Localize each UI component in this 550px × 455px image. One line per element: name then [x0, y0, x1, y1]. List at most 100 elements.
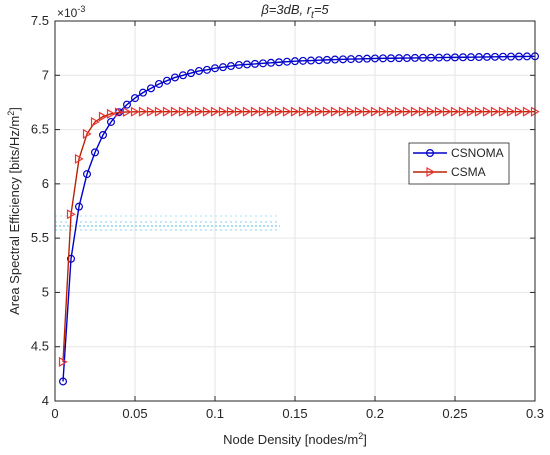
point-csnoma [243, 60, 252, 69]
point-csma [354, 106, 364, 117]
point-csnoma [347, 55, 356, 64]
point-csnoma [122, 100, 131, 109]
x-tick-label: 0.15 [282, 406, 307, 421]
point-csnoma [427, 53, 436, 62]
point-csnoma [514, 52, 523, 61]
point-csma [330, 106, 340, 117]
point-csma [194, 106, 204, 117]
point-csnoma [98, 131, 107, 140]
point-csma [402, 106, 412, 117]
y-tick-label: 4.5 [31, 339, 49, 354]
x-tick-label: 0 [51, 406, 58, 421]
point-csnoma [387, 54, 396, 63]
x-tick-label: 0.05 [122, 406, 147, 421]
point-csnoma [467, 53, 476, 62]
y-tick-label: 7 [42, 67, 49, 82]
point-csma [250, 106, 260, 117]
point-csnoma [203, 65, 212, 74]
point-csnoma [411, 53, 420, 62]
point-csnoma [66, 254, 75, 263]
point-csnoma [147, 84, 156, 93]
point-csma [258, 106, 268, 117]
y-axis: 4 4.5 5 5.5 6 6.5 7 7.5 [31, 13, 535, 408]
point-csma [482, 106, 492, 117]
point-csma [74, 153, 84, 164]
point-csnoma [315, 56, 324, 65]
point-csnoma [139, 88, 148, 97]
background-artifact [55, 215, 280, 231]
point-csma [290, 106, 300, 117]
point-csnoma [251, 59, 260, 68]
point-csnoma [363, 54, 372, 63]
legend-label-csnoma: CSNOMA [451, 146, 504, 160]
point-csma [450, 106, 460, 117]
point-csma [298, 106, 308, 117]
point-csma [322, 106, 332, 117]
y-tick-label: 5 [42, 284, 49, 299]
x-tick-label: 0.2 [366, 406, 384, 421]
chart-title: β=3dB, rt=5 [260, 2, 329, 21]
point-csma [426, 106, 436, 117]
point-csma [202, 106, 212, 117]
point-csma [506, 106, 516, 117]
point-csnoma [187, 69, 196, 78]
series-line-csnoma [62, 55, 536, 382]
point-csma [522, 106, 532, 117]
point-csnoma [195, 66, 204, 75]
x-tick-label: 0.1 [206, 406, 224, 421]
point-csma [90, 116, 100, 128]
point-csnoma [155, 79, 164, 88]
point-csnoma [419, 53, 428, 62]
point-csma [442, 106, 452, 117]
point-csma [146, 106, 156, 117]
point-csnoma [403, 54, 412, 63]
legend-marker-csma [426, 166, 436, 178]
point-csma [370, 106, 380, 117]
point-csma [498, 106, 508, 117]
point-csnoma [163, 76, 172, 85]
point-csnoma [323, 55, 332, 64]
point-csnoma [227, 62, 236, 71]
point-csnoma [291, 57, 300, 66]
point-csma [138, 106, 148, 117]
point-csma [474, 106, 484, 117]
point-csnoma [507, 52, 516, 61]
point-csnoma [267, 58, 276, 67]
y-exponent-label: ×10-3 [57, 4, 85, 20]
y-tick-label: 5.5 [31, 230, 49, 245]
point-csnoma [491, 52, 500, 61]
y-tick-label: 7.5 [31, 13, 49, 28]
x-axis: 0 0.05 0.1 0.15 0.2 0.25 0.3 [51, 21, 544, 421]
point-csma [282, 106, 292, 117]
point-csma [162, 106, 172, 117]
point-csnoma [90, 148, 99, 157]
point-csma [394, 106, 404, 117]
point-csnoma [307, 56, 316, 65]
point-csnoma [371, 54, 380, 63]
point-csma [418, 106, 428, 117]
point-csma [274, 106, 284, 117]
point-csnoma [106, 117, 115, 126]
point-csnoma [211, 64, 220, 73]
x-axis-label: Node Density [nodes/m2] [223, 431, 367, 447]
y-axis-label: Area Spectral Efficiency [bits/Hz/m2] [6, 107, 22, 315]
point-csnoma [435, 53, 444, 62]
point-csnoma [483, 52, 492, 61]
point-csma [114, 107, 124, 118]
point-csma [210, 106, 220, 117]
y-tick-label: 6 [42, 176, 49, 191]
point-csma [266, 106, 276, 117]
point-csnoma [171, 73, 180, 82]
point-csma [130, 106, 140, 117]
point-csma [58, 356, 68, 367]
legend-marker-csnoma [426, 149, 435, 158]
point-csma [490, 106, 500, 117]
point-csnoma [283, 57, 292, 66]
point-csnoma [499, 52, 508, 61]
point-csma [346, 106, 356, 117]
point-csma [226, 106, 236, 117]
point-csnoma [522, 52, 531, 61]
point-csma [170, 106, 180, 117]
point-csnoma [131, 94, 140, 103]
